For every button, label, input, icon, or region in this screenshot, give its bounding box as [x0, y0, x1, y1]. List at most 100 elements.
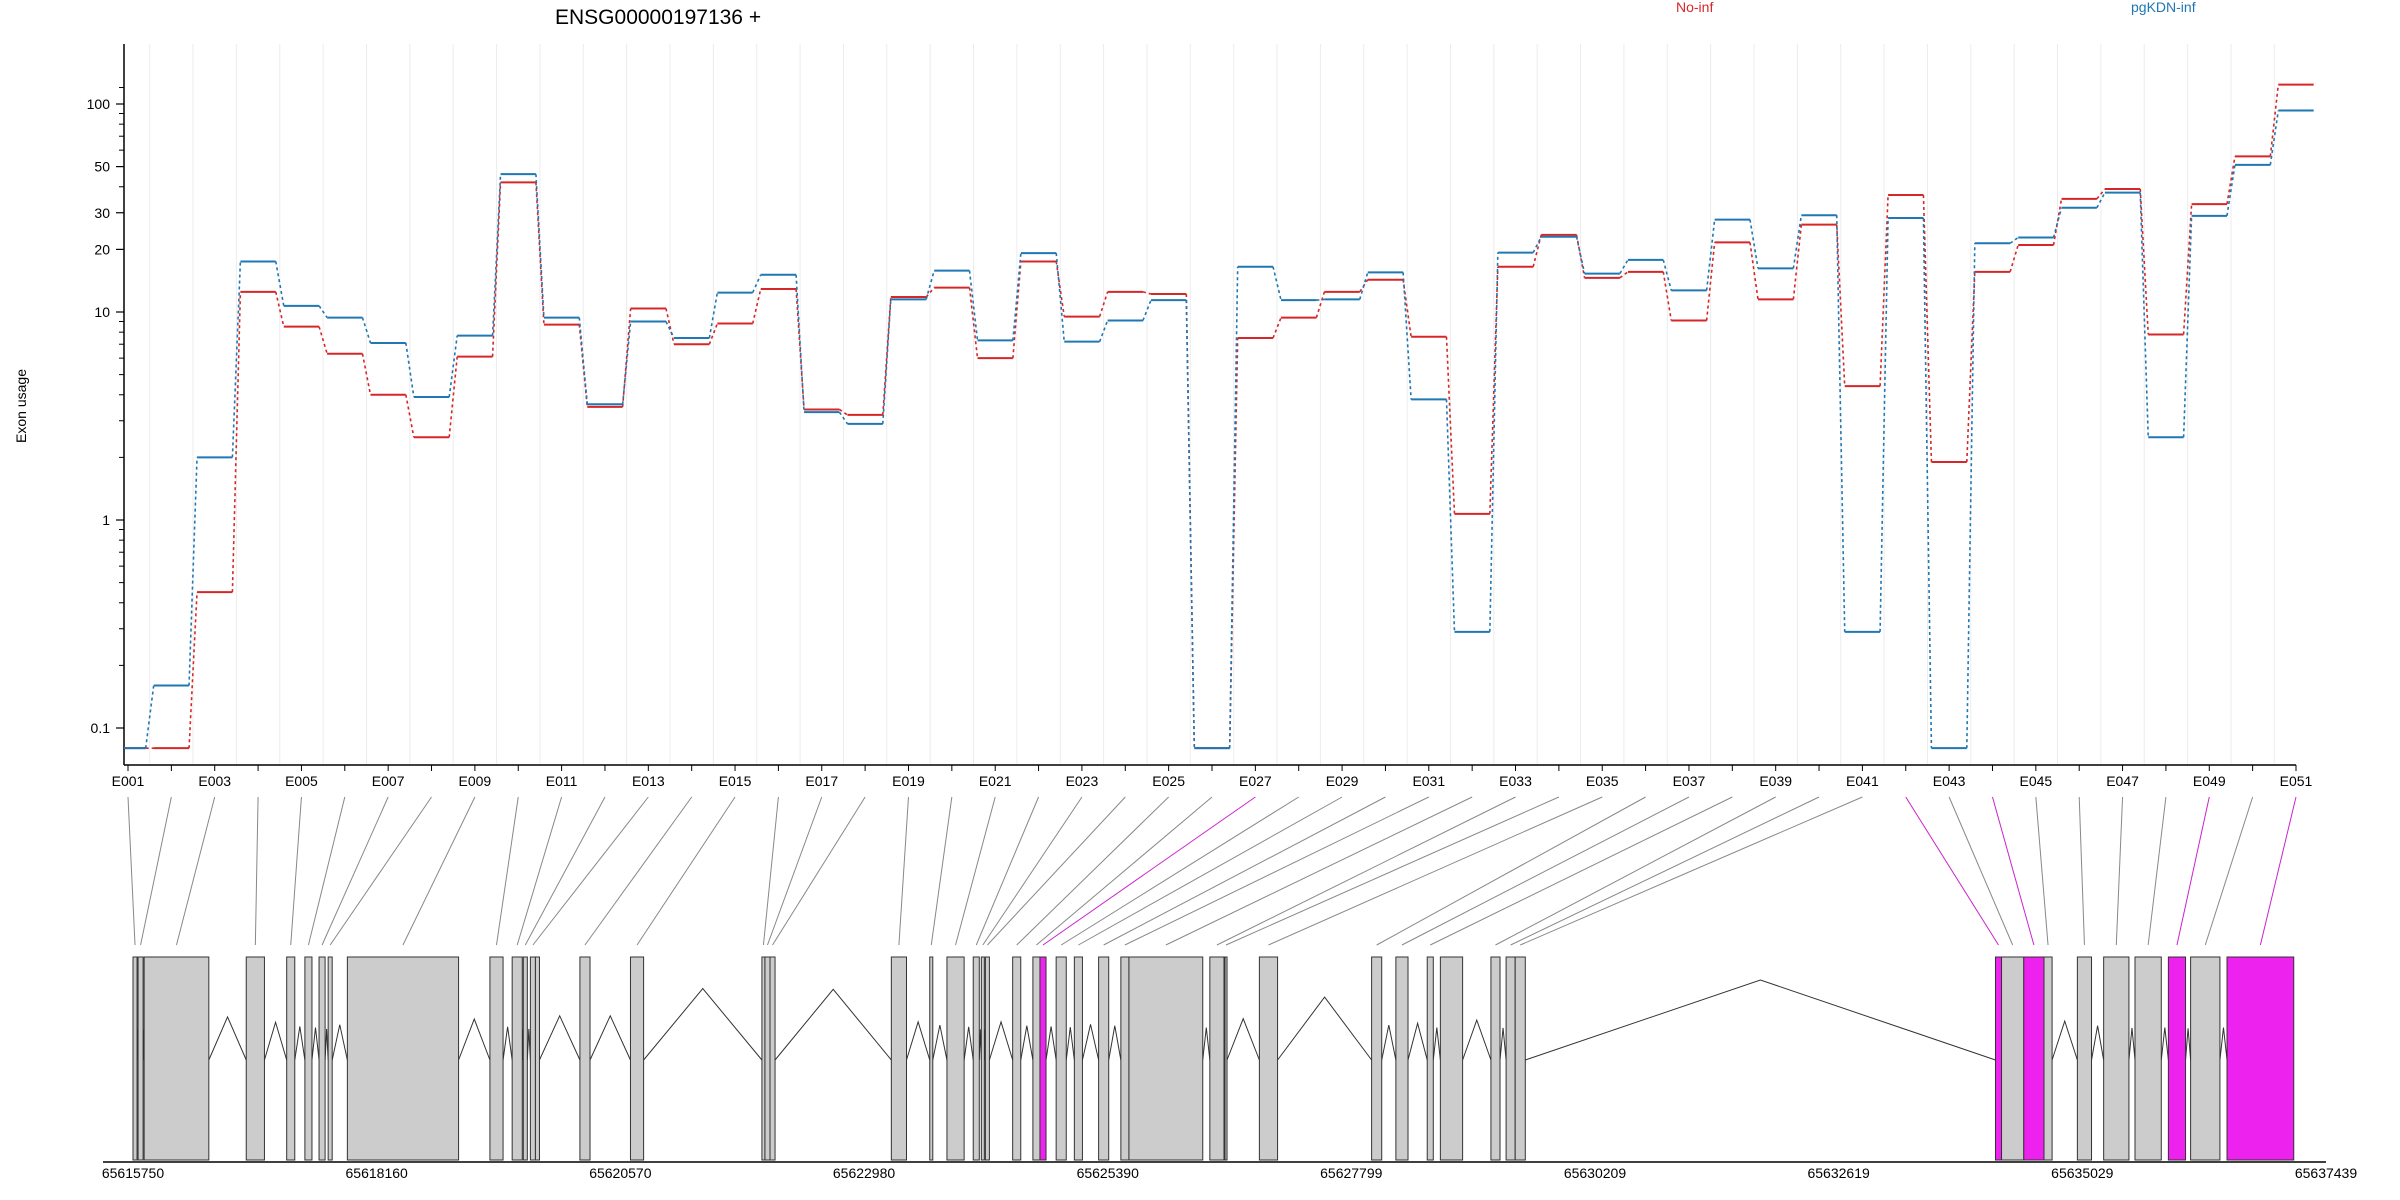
series-connector — [1575, 236, 1586, 274]
series-connector — [1185, 300, 1196, 749]
exon-box — [1505, 956, 1516, 1161]
series-connector — [231, 291, 242, 593]
series-connector — [2182, 204, 2193, 335]
x-tick-label: E025 — [1152, 773, 1185, 789]
exon-connector — [2259, 796, 2297, 946]
exon-connector — [516, 796, 563, 946]
exon-box — [304, 956, 313, 1161]
series-connector — [405, 394, 415, 438]
chart-title: ENSG00000197136 + — [555, 6, 761, 29]
x-tick-label: E005 — [285, 773, 318, 789]
exon-box — [1371, 956, 1383, 1161]
series-connector — [1445, 399, 1456, 632]
intron-line — [294, 1026, 306, 1061]
exon-connector — [1060, 796, 1299, 946]
exon-box — [1514, 956, 1526, 1161]
x-tick-label: E013 — [632, 773, 665, 789]
series-connector — [795, 274, 805, 413]
series-connector — [1922, 218, 1933, 749]
exon-connector — [1495, 796, 1776, 946]
exon-box — [629, 956, 645, 1161]
exon-box — [2103, 956, 2130, 1161]
exon-box — [327, 956, 333, 1161]
intron-line — [526, 1028, 531, 1061]
exon-connector — [1124, 796, 1430, 946]
intron-line — [1499, 1027, 1507, 1061]
x-tick-label: E001 — [112, 773, 145, 789]
series-connector — [2096, 192, 2106, 209]
exon-box — [890, 956, 908, 1161]
exon-box — [1012, 956, 1022, 1161]
y-tick-label: 50 — [94, 159, 110, 175]
exon-box — [534, 956, 540, 1161]
series-connector — [1792, 215, 1803, 269]
intron-line — [1020, 1025, 1034, 1061]
intron-line — [643, 987, 763, 1061]
exon-box — [1128, 956, 1204, 1161]
x-tick-label: E007 — [372, 773, 405, 789]
coordinate-label: 65632619 — [1807, 1165, 1870, 1181]
intron-line — [2185, 1028, 2192, 1061]
series-connector — [2226, 164, 2236, 216]
series-connector — [1402, 279, 1412, 337]
exon-connectors — [127, 796, 2297, 946]
exon-connector — [321, 796, 389, 946]
series-connector — [1749, 219, 1759, 269]
coordinate-label: 65627799 — [1320, 1165, 1383, 1181]
series-connector — [1012, 253, 1022, 341]
series-connector — [361, 317, 372, 344]
plot-series — [124, 83, 2314, 750]
x-tick-label: E021 — [979, 773, 1012, 789]
series-no-inf — [124, 83, 2314, 750]
legend-no-inf: No-inf — [1676, 0, 1713, 15]
exon-box — [1426, 956, 1434, 1161]
exon-connector — [1036, 796, 1213, 946]
series-connector — [578, 317, 589, 405]
exon-connector — [1268, 796, 1603, 946]
exon-connector — [898, 796, 909, 946]
x-tick-label: E027 — [1239, 773, 1272, 789]
series-connector — [1966, 243, 1976, 749]
coordinate-label: 65618160 — [346, 1165, 409, 1181]
series-connector — [1879, 218, 1889, 632]
series-connector — [1012, 261, 1022, 359]
exon-box — [2076, 956, 2093, 1161]
intron-line — [1525, 979, 1996, 1061]
y-axis-label: Exon usage — [13, 369, 29, 443]
series-connector — [665, 308, 675, 345]
series-connector — [491, 182, 502, 357]
series-connector — [1272, 317, 1282, 339]
series-connector — [2009, 244, 2019, 273]
series-connector — [708, 323, 719, 345]
exon-box — [511, 956, 523, 1161]
exon-connector — [2147, 796, 2167, 946]
exon-box — [2190, 956, 2221, 1161]
series-connector — [361, 353, 372, 395]
exon-connector — [2204, 796, 2254, 946]
intron-line — [311, 1027, 320, 1061]
series-connector — [882, 299, 892, 424]
exon-box — [2023, 956, 2045, 1161]
intron-line — [502, 1026, 513, 1061]
series-connector — [1228, 266, 1239, 749]
series-connector — [882, 296, 892, 415]
exon-connector — [495, 796, 519, 946]
intron-line — [589, 1014, 631, 1061]
exon-box — [489, 956, 504, 1161]
coordinate-label: 65637439 — [2295, 1165, 2358, 1181]
series-connector — [1922, 195, 1933, 463]
exon-connector — [1510, 796, 1820, 946]
intron-line — [1381, 1024, 1397, 1061]
series-connector — [621, 308, 632, 407]
exon-box — [1994, 956, 2003, 1161]
y-tick-label: 10 — [94, 304, 110, 320]
exon-box — [2134, 956, 2162, 1161]
series-connector — [838, 408, 848, 416]
exon-connector — [329, 796, 432, 946]
exon-box — [980, 956, 985, 1161]
x-tick-label: E003 — [198, 773, 231, 789]
x-tick-label: E045 — [2019, 773, 2052, 789]
exon-connector — [1165, 796, 1473, 946]
exon-connector — [1042, 796, 1256, 946]
x-tick-label: E039 — [1759, 773, 1792, 789]
